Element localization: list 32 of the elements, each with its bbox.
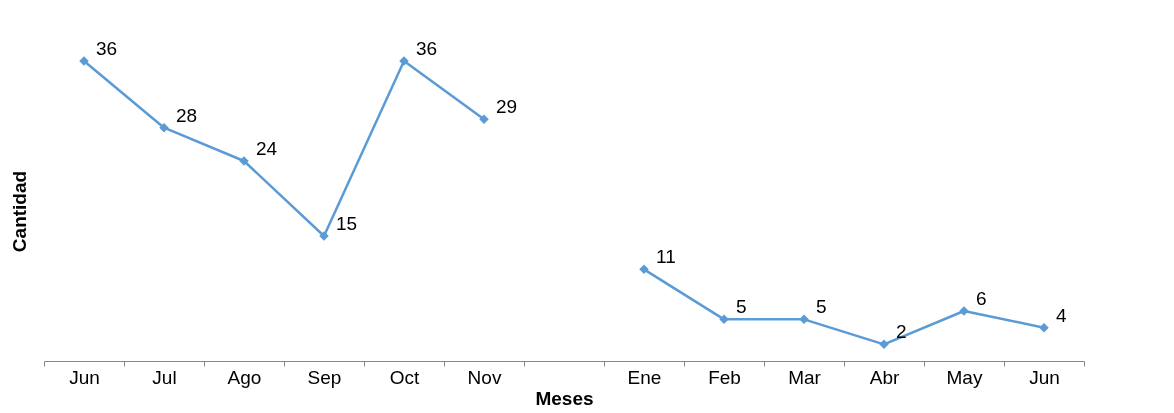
x-axis-title: Meses xyxy=(535,387,594,409)
data-label: 4 xyxy=(1056,304,1067,326)
data-label: 24 xyxy=(256,138,278,159)
point xyxy=(719,314,729,325)
x-tick-label: Jun xyxy=(1029,366,1060,388)
x-tick-label: Ene xyxy=(627,366,662,388)
data-label: 5 xyxy=(816,296,827,318)
x-tick-label: Nov xyxy=(467,366,502,388)
point xyxy=(479,114,489,125)
x-tick-label: Oct xyxy=(389,366,420,388)
x-tick-label: May xyxy=(946,366,983,388)
x-tick-label: Jun xyxy=(69,366,100,388)
point xyxy=(879,339,889,350)
point xyxy=(799,314,809,325)
x-tick-label: Jul xyxy=(152,366,177,388)
data-label: 6 xyxy=(976,288,987,309)
x-tick-label: Mar xyxy=(788,366,822,388)
y-axis-title: Cantidad xyxy=(8,170,30,253)
data-label: 11 xyxy=(656,246,676,268)
x-tick-label: Ago xyxy=(227,366,262,388)
point xyxy=(1039,322,1049,333)
point xyxy=(159,122,169,133)
data-label: 36 xyxy=(416,38,438,59)
point xyxy=(639,264,649,275)
x-tick-label: Abr xyxy=(869,366,900,388)
x-tick-label: Sep xyxy=(307,366,342,388)
x-tick-label: Feb xyxy=(708,366,741,388)
data-label: 36 xyxy=(96,38,118,59)
data-label: 29 xyxy=(496,96,518,118)
data-label: 5 xyxy=(736,296,747,318)
data-label: 15 xyxy=(336,213,358,234)
data-label: 28 xyxy=(176,104,198,126)
